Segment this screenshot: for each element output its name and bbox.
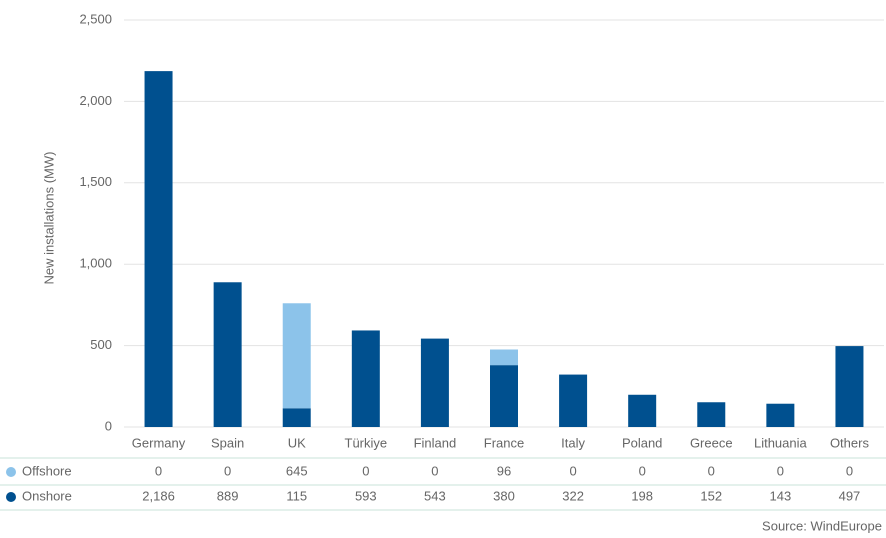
bar-segment bbox=[766, 403, 795, 427]
legend-marker bbox=[6, 492, 16, 502]
table-cell: 0 bbox=[431, 463, 438, 478]
table-cell: 115 bbox=[286, 488, 307, 503]
table-cell: 2,186 bbox=[142, 488, 175, 503]
bar-segment bbox=[351, 330, 380, 427]
table-cell: 497 bbox=[839, 488, 861, 503]
table-cell: 152 bbox=[700, 488, 722, 503]
y-tick-label: 2,000 bbox=[79, 93, 112, 108]
legend-label: Offshore bbox=[22, 463, 72, 478]
bar-segment bbox=[213, 282, 242, 427]
table-cell: 198 bbox=[631, 488, 653, 503]
x-tick-label: Others bbox=[830, 435, 870, 450]
bar-segment bbox=[835, 346, 864, 427]
table-cell: 0 bbox=[708, 463, 715, 478]
bar-segment bbox=[144, 71, 173, 427]
x-tick-label: Italy bbox=[561, 435, 585, 450]
x-tick-label: UK bbox=[288, 435, 306, 450]
y-tick-label: 1,500 bbox=[79, 174, 112, 189]
table-cell: 0 bbox=[639, 463, 646, 478]
table-cell: 322 bbox=[562, 488, 584, 503]
bar-segment bbox=[697, 402, 726, 427]
y-tick-label: 2,500 bbox=[79, 11, 112, 26]
x-tick-label: Türkiye bbox=[345, 435, 388, 450]
table-cell: 143 bbox=[770, 488, 792, 503]
x-tick-label: France bbox=[484, 435, 524, 450]
bar-segment bbox=[490, 365, 518, 427]
y-axis-label: New installations (MW) bbox=[41, 152, 56, 285]
x-tick-label: Lithuania bbox=[754, 435, 808, 450]
table-cell: 0 bbox=[224, 463, 231, 478]
x-tick-label: Finland bbox=[414, 435, 457, 450]
table-cell: 0 bbox=[362, 463, 369, 478]
table-cell: 0 bbox=[155, 463, 162, 478]
source: Source: WindEurope bbox=[762, 518, 882, 533]
bar-segment bbox=[282, 303, 311, 409]
table-cell: 543 bbox=[424, 488, 446, 503]
table-cell: 889 bbox=[217, 488, 239, 503]
table-cell: 645 bbox=[286, 463, 308, 478]
bar-segment bbox=[559, 374, 588, 427]
table-cell: 96 bbox=[497, 463, 511, 478]
bar-segment bbox=[490, 349, 518, 366]
table-cell: 380 bbox=[493, 488, 515, 503]
x-tick-label: Poland bbox=[622, 435, 662, 450]
bar-segment bbox=[282, 408, 311, 427]
table-cell: 0 bbox=[846, 463, 853, 478]
x-tick-label: Greece bbox=[690, 435, 733, 450]
table-cell: 0 bbox=[569, 463, 576, 478]
bar-segment bbox=[628, 394, 657, 427]
y-tick-label: 1,000 bbox=[79, 256, 112, 271]
y-tick-label: 500 bbox=[90, 337, 112, 352]
legend-label: Onshore bbox=[22, 488, 72, 503]
legend-marker bbox=[6, 467, 16, 477]
x-tick-label: Spain bbox=[211, 435, 244, 450]
x-tick-label: Germany bbox=[132, 435, 186, 450]
table-cell: 593 bbox=[355, 488, 377, 503]
table-cell: 0 bbox=[777, 463, 784, 478]
bar-segment bbox=[420, 338, 449, 427]
y-tick-label: 0 bbox=[105, 418, 112, 433]
